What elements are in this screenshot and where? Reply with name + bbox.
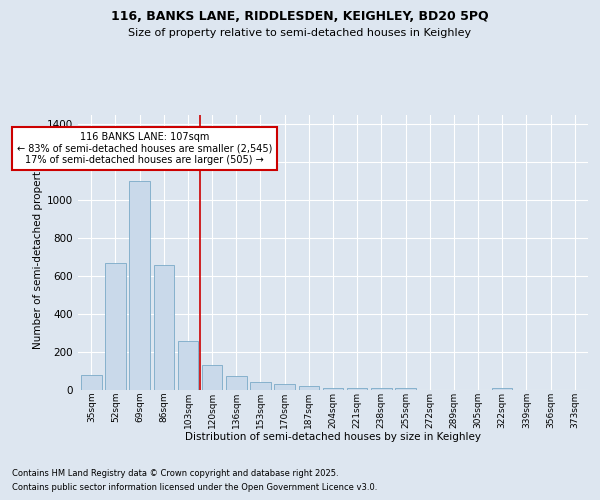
Bar	[274, 384, 295, 390]
Text: Contains HM Land Registry data © Crown copyright and database right 2025.: Contains HM Land Registry data © Crown c…	[12, 468, 338, 477]
Text: Size of property relative to semi-detached houses in Keighley: Size of property relative to semi-detach…	[128, 28, 472, 38]
Text: 116, BANKS LANE, RIDDLESDEN, KEIGHLEY, BD20 5PQ: 116, BANKS LANE, RIDDLESDEN, KEIGHLEY, B…	[111, 10, 489, 23]
Bar	[299, 386, 319, 390]
Bar	[250, 382, 271, 390]
Bar	[226, 376, 247, 390]
Bar	[178, 340, 198, 390]
X-axis label: Distribution of semi-detached houses by size in Keighley: Distribution of semi-detached houses by …	[185, 432, 481, 442]
Bar	[323, 388, 343, 390]
Bar	[81, 375, 101, 390]
Bar	[492, 388, 512, 390]
Bar	[347, 388, 367, 390]
Bar	[371, 388, 392, 390]
Bar	[154, 265, 174, 390]
Bar	[105, 263, 126, 390]
Text: 116 BANKS LANE: 107sqm
← 83% of semi-detached houses are smaller (2,545)
17% of : 116 BANKS LANE: 107sqm ← 83% of semi-det…	[17, 132, 272, 166]
Bar	[202, 366, 223, 390]
Bar	[395, 388, 416, 390]
Bar	[130, 182, 150, 390]
Y-axis label: Number of semi-detached properties: Number of semi-detached properties	[33, 156, 43, 349]
Text: Contains public sector information licensed under the Open Government Licence v3: Contains public sector information licen…	[12, 484, 377, 492]
